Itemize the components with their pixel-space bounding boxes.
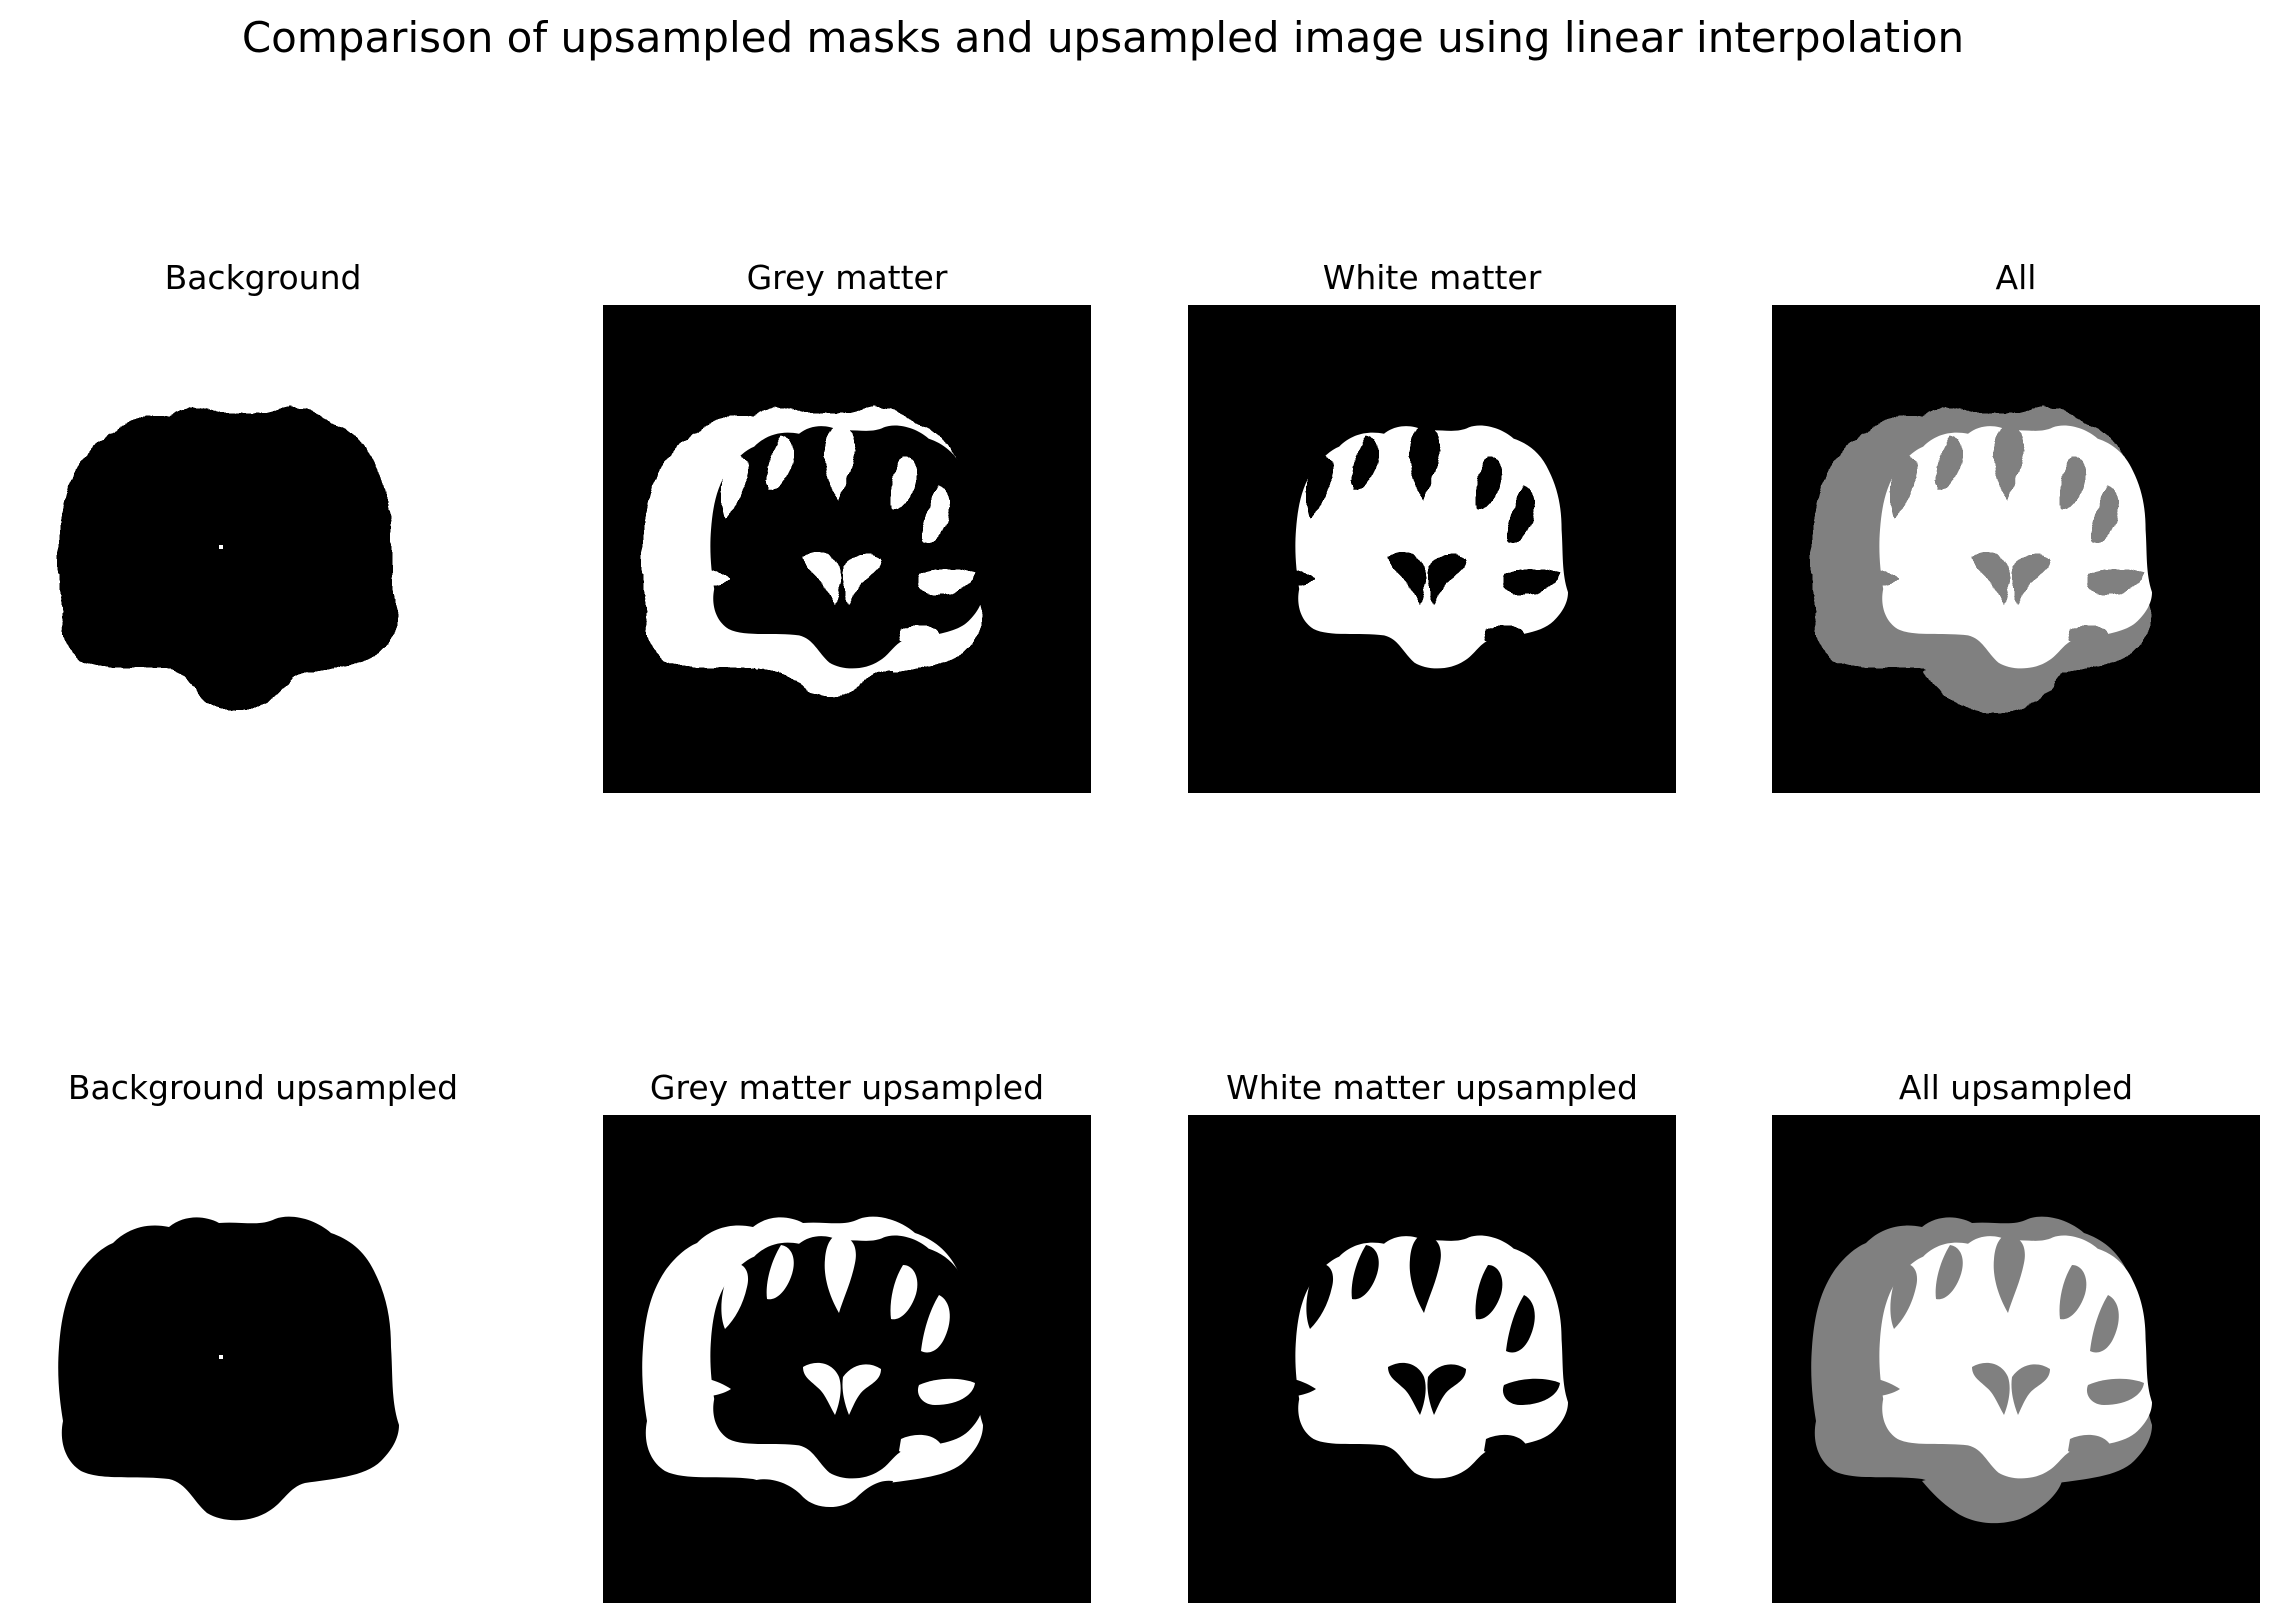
sulcus-3 — [1351, 1245, 1379, 1300]
sulcus-7 — [1502, 568, 1560, 595]
sulcus-1 — [1306, 1264, 1334, 1329]
background-upsampled-image — [19, 1115, 507, 1603]
sulcus-4 — [1475, 455, 1503, 510]
sulcus-9 — [1484, 1434, 1528, 1456]
sulcus-1 — [1306, 454, 1334, 519]
sulcus-5 — [2090, 1295, 2119, 1353]
sulcus-1 — [1890, 454, 1918, 519]
background-mask-image — [19, 305, 507, 793]
sulcus-4 — [890, 1265, 918, 1320]
sulcus-4 — [890, 455, 918, 510]
sulcus-3 — [766, 1245, 794, 1300]
sulcus-0 — [824, 1236, 856, 1313]
sulcus-10 — [803, 552, 881, 605]
all-upsampled-image — [1772, 1115, 2260, 1603]
sulcus-1 — [721, 454, 749, 519]
sulcus-2 — [677, 1286, 705, 1341]
sulcus-9 — [1484, 624, 1528, 646]
sulcus-10 — [1972, 1362, 2050, 1415]
sulcus-6 — [1823, 1374, 1900, 1398]
sulcus-3 — [766, 435, 794, 490]
figure-title: Comparison of upsampled masks and upsamp… — [241, 13, 1965, 62]
base-gap — [753, 1479, 893, 1524]
brain-silhouette — [58, 406, 399, 711]
sulcus-2 — [1846, 476, 1874, 531]
base-region — [1922, 1479, 2062, 1524]
sulcus-0 — [1409, 426, 1441, 503]
sulcus-1 — [1890, 1264, 1918, 1329]
sulcus-6 — [1239, 564, 1316, 588]
sulcus-2 — [1846, 1286, 1874, 1341]
sulcus-6 — [654, 1374, 731, 1398]
panel-title-all-upsampled: All upsampled — [1898, 1068, 2134, 1107]
all-masks-image — [1772, 305, 2260, 793]
sulcus-3 — [1351, 435, 1379, 490]
sulcus-0 — [1993, 426, 2025, 503]
sulcus-2 — [1262, 1286, 1290, 1341]
sulcus-8 — [1856, 620, 1900, 644]
background-speck — [219, 1355, 223, 1359]
sulcus-5 — [2090, 485, 2119, 543]
grey-matter-mask-image — [603, 305, 1091, 793]
sulcus-2 — [1262, 476, 1290, 531]
sulcus-4 — [2059, 455, 2087, 510]
sulcus-1 — [721, 1264, 749, 1329]
sulcus-9 — [2068, 1434, 2112, 1456]
sulcus-2 — [677, 476, 705, 531]
sulcus-8 — [1272, 620, 1316, 644]
sulcus-9 — [899, 624, 943, 646]
panel-title-white-matter-upsampled: White matter upsampled — [1226, 1068, 1638, 1107]
sulcus-7 — [1502, 1378, 1560, 1405]
sulcus-4 — [2059, 1265, 2087, 1320]
sulcus-9 — [2068, 624, 2112, 646]
sulcus-0 — [1409, 1236, 1441, 1313]
panel-title-background: Background — [164, 258, 362, 297]
white-matter-mask-image — [1188, 305, 1676, 793]
sulcus-10 — [1388, 1362, 1466, 1415]
sulcus-6 — [1823, 564, 1900, 588]
sulcus-5 — [1506, 1295, 1535, 1353]
sulcus-7 — [2086, 568, 2144, 595]
brain-silhouette — [58, 1216, 399, 1521]
sulcus-10 — [803, 1362, 881, 1415]
sulcus-10 — [1972, 552, 2050, 605]
white-matter-upsampled-image — [1188, 1115, 1676, 1603]
sulcus-6 — [1239, 1374, 1316, 1398]
base-region — [1922, 669, 2062, 714]
panel-title-white-matter: White matter — [1322, 258, 1542, 297]
sulcus-7 — [2086, 1378, 2144, 1405]
sulcus-10 — [1388, 552, 1466, 605]
sulcus-7 — [917, 1378, 975, 1405]
sulcus-8 — [1272, 1430, 1316, 1454]
panel-title-grey-matter-upsampled: Grey matter upsampled — [649, 1068, 1045, 1107]
sulcus-4 — [1475, 1265, 1503, 1320]
panel-title-all: All — [1995, 258, 2037, 297]
sulcus-9 — [899, 1434, 943, 1456]
panel-title-background-upsampled: Background upsampled — [67, 1068, 459, 1107]
sulcus-5 — [921, 485, 950, 543]
sulcus-0 — [1993, 1236, 2025, 1313]
background-speck — [219, 545, 223, 549]
grey-matter-upsampled-image — [603, 1115, 1091, 1603]
sulcus-5 — [921, 1295, 950, 1353]
sulcus-0 — [824, 426, 856, 503]
base-gap — [753, 669, 893, 714]
panel-title-grey-matter: Grey matter — [746, 258, 948, 297]
sulcus-6 — [654, 564, 731, 588]
sulcus-3 — [1935, 1245, 1963, 1300]
sulcus-3 — [1935, 435, 1963, 490]
sulcus-5 — [1506, 485, 1535, 543]
sulcus-8 — [687, 1430, 731, 1454]
sulcus-8 — [687, 620, 731, 644]
sulcus-7 — [917, 568, 975, 595]
sulcus-8 — [1856, 1430, 1900, 1454]
